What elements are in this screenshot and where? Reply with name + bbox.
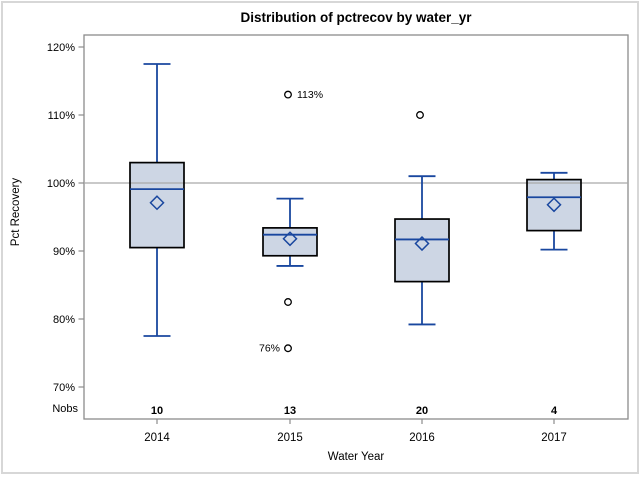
outlier-label: 76% [259,343,280,355]
box [262,227,318,257]
mean-diamond [414,235,430,252]
box-fill [527,179,581,231]
mean-diamond [149,195,165,211]
nobs-value: 20 [416,405,428,417]
outlier-point [284,298,292,306]
mean-diamond [546,197,562,213]
outlier-label: 113% [297,89,323,101]
x-tick-label: 2015 [277,432,303,444]
box [526,178,582,232]
box [129,161,185,249]
y-tick-label: 120% [47,42,75,54]
plot-border [83,34,629,420]
x-axis-title: Water Year [327,451,385,463]
y-tick-label: 100% [47,178,75,190]
outlier-point [284,344,292,353]
x-tick-label: 2017 [541,432,567,444]
chart-title: Distribution of pctrecov by water_yr [240,10,472,25]
box-fill [130,162,184,248]
nobs-value: 4 [551,405,558,417]
nobs-value: 13 [284,405,296,417]
outlier-point [284,90,292,99]
y-tick-label: 80% [53,314,75,326]
y-tick-label: 90% [53,246,75,258]
mean-diamond [282,231,298,247]
outlier-point [416,111,424,119]
y-tick-label: 70% [53,382,75,394]
nobs-value: 10 [151,405,163,417]
nobs-row-label: Nobs [52,403,78,415]
box [394,218,450,283]
x-tick-label: 2014 [144,432,170,444]
y-tick-label: 110% [48,110,76,122]
x-tick-label: 2016 [409,432,435,444]
